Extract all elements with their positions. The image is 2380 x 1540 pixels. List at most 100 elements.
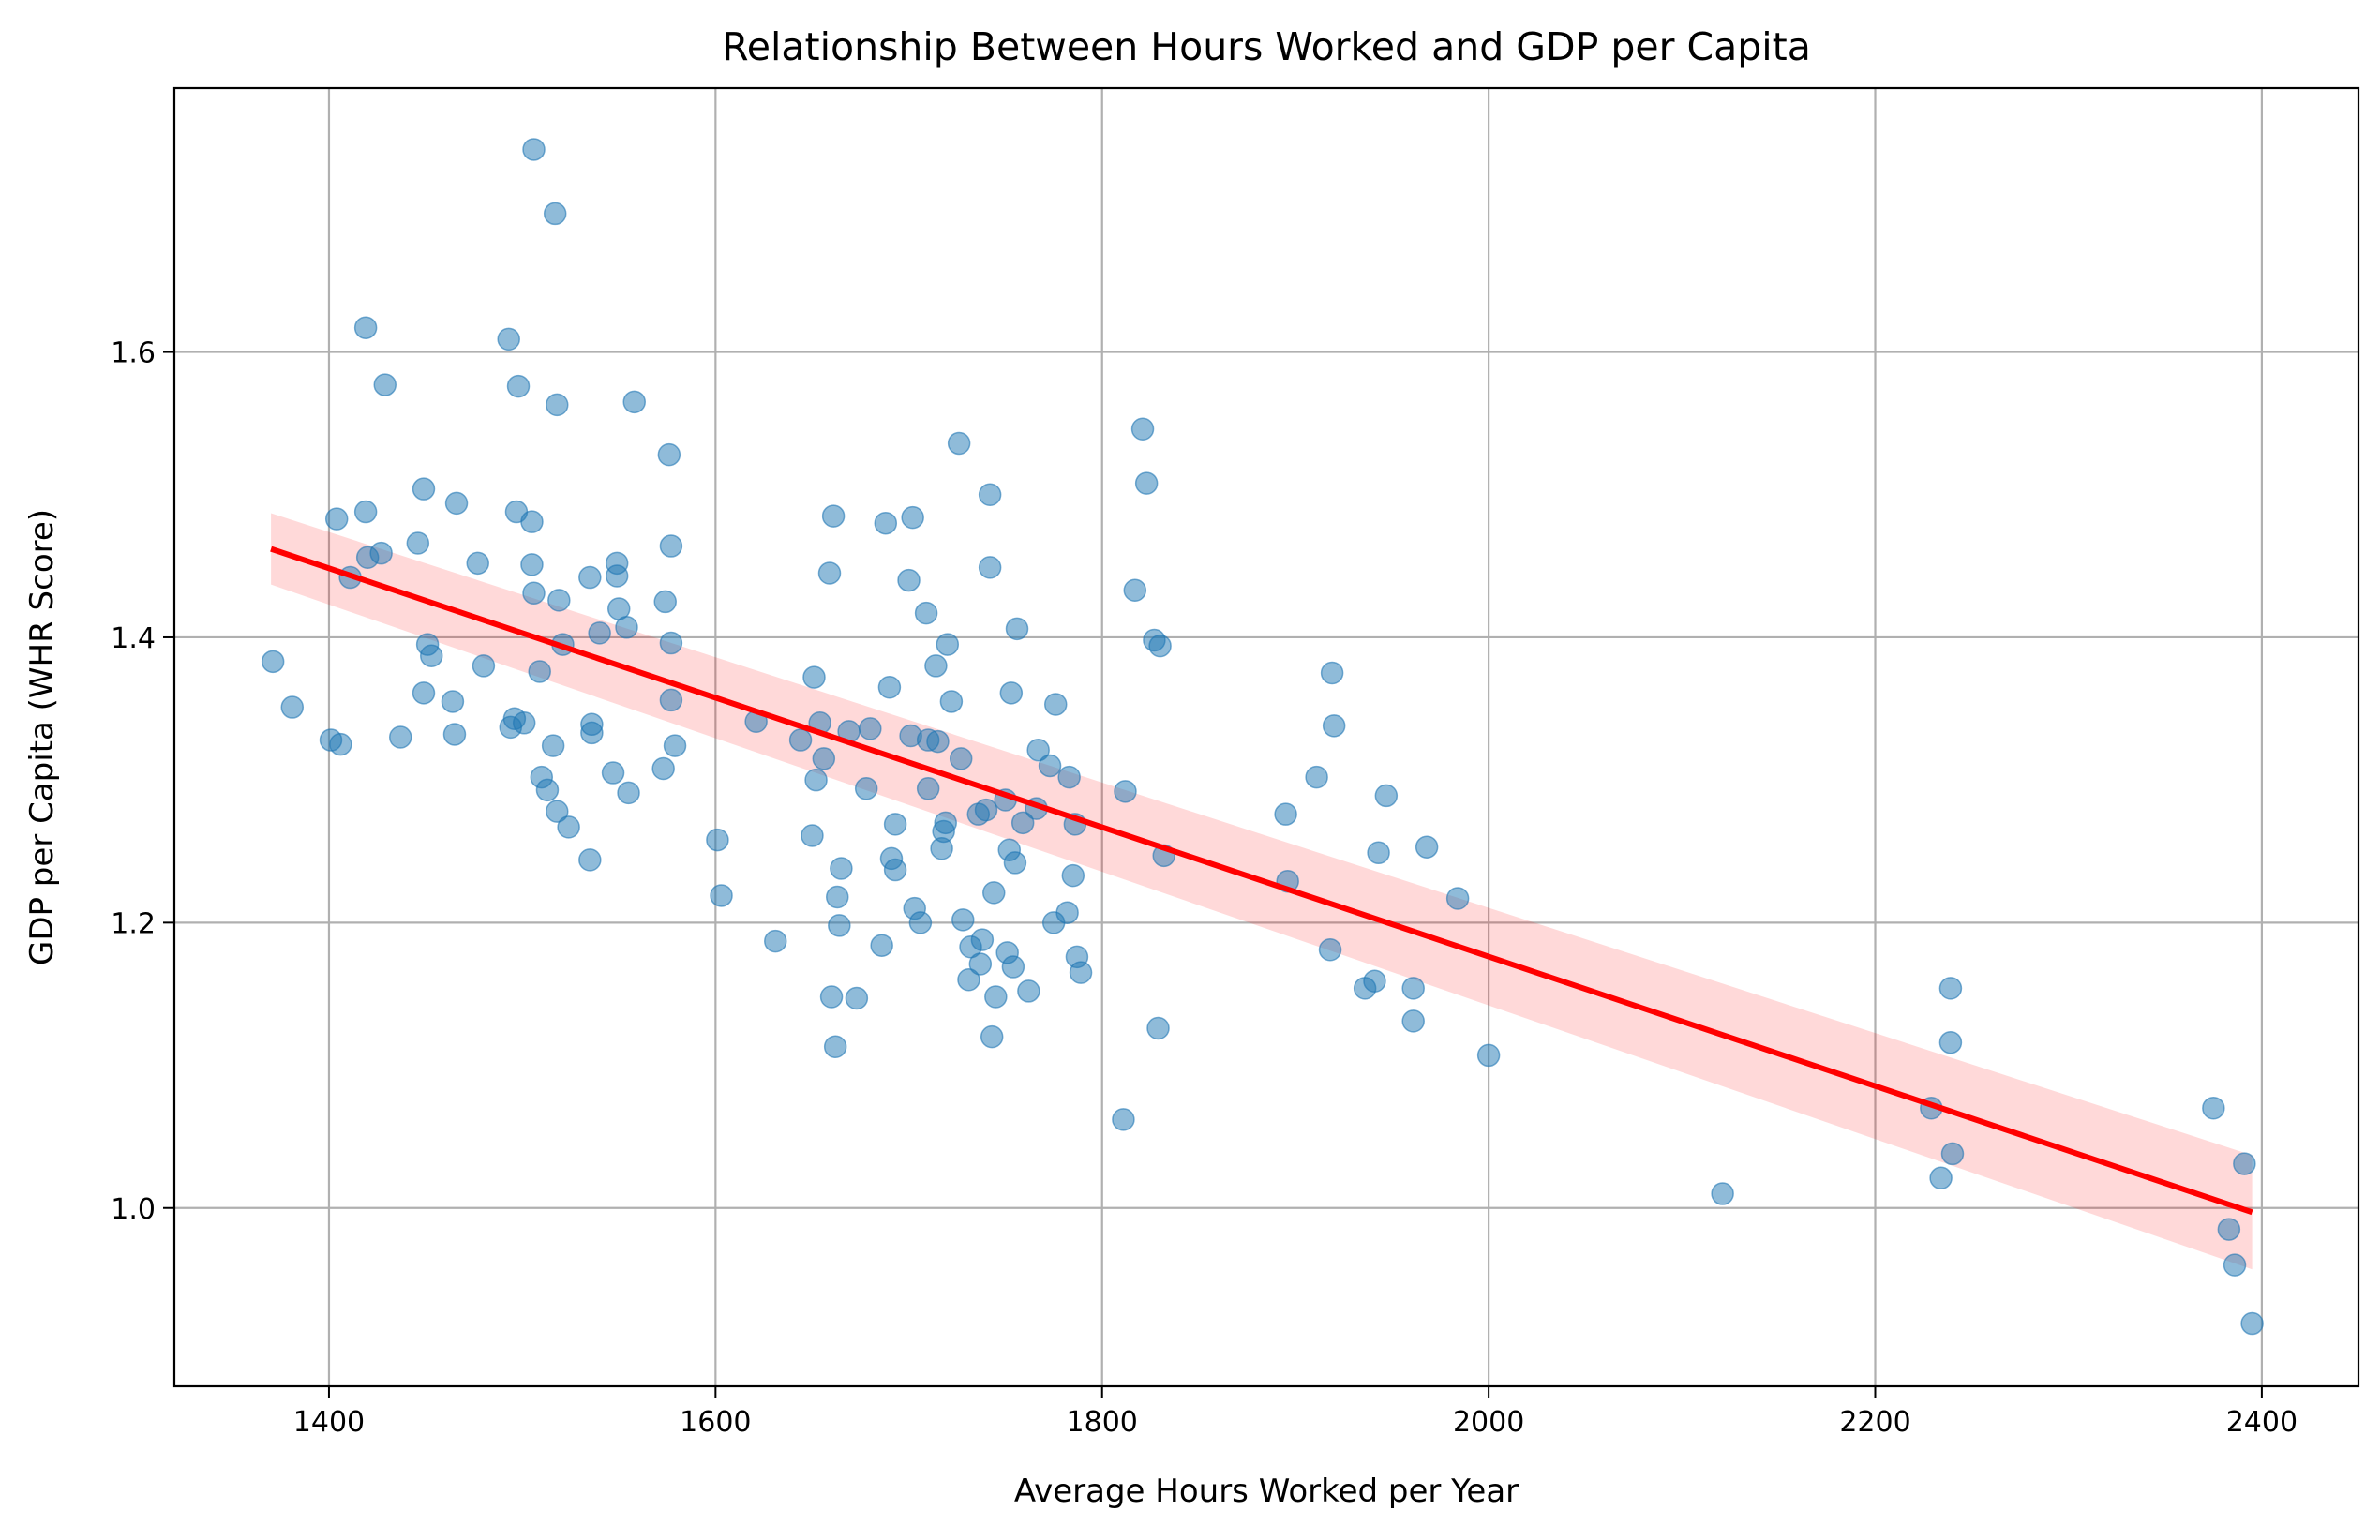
data-point (804, 768, 828, 792)
data-point (812, 747, 836, 770)
data-point (1305, 765, 1328, 789)
data-point (651, 756, 675, 781)
y-tick-label: 1.2 (111, 907, 156, 940)
data-point (901, 505, 924, 530)
data-point (1061, 863, 1085, 888)
data-point (605, 564, 629, 588)
data-point (764, 929, 787, 953)
data-point (412, 681, 436, 705)
data-point (828, 914, 851, 937)
data-point (1003, 851, 1027, 875)
data-point (541, 734, 565, 757)
data-point (914, 601, 938, 625)
data-point (926, 729, 950, 754)
data-point (854, 777, 878, 800)
data-point (706, 828, 729, 852)
data-point (825, 885, 849, 909)
data-point (1938, 977, 1963, 1000)
data-point (659, 631, 683, 655)
data-point (2240, 1311, 2264, 1336)
data-point (1320, 661, 1344, 685)
data-point (1026, 738, 1050, 762)
data-point (982, 881, 1006, 905)
data-point (951, 908, 975, 932)
data-point (883, 813, 907, 836)
data-point (877, 675, 902, 699)
data-point (823, 1035, 847, 1059)
data-point (936, 633, 960, 656)
data-point (957, 967, 980, 992)
data-point (947, 431, 971, 456)
regression-line (270, 546, 2253, 1216)
data-point (547, 589, 571, 612)
data-point (388, 725, 412, 749)
data-point (1415, 835, 1439, 859)
data-point (970, 928, 995, 951)
data-point (859, 717, 882, 740)
data-point (353, 316, 378, 339)
data-point (1322, 714, 1346, 738)
data-point (497, 327, 520, 351)
data-point (984, 985, 1008, 1009)
points-layer (261, 138, 2264, 1336)
data-point (546, 393, 569, 417)
plot-frame (172, 86, 2360, 1388)
data-point (353, 500, 378, 524)
data-point (1114, 780, 1137, 803)
data-point (2217, 1218, 2241, 1241)
data-point (1363, 969, 1386, 994)
data-point (543, 202, 567, 226)
x-tick-label: 1800 (1067, 1406, 1138, 1439)
y-tick-label: 1.0 (111, 1193, 156, 1226)
data-point (622, 390, 646, 414)
data-point (419, 644, 443, 667)
chart-title: Relationship Between Hours Worked and GD… (722, 24, 1811, 69)
data-point (615, 616, 638, 639)
data-point (1069, 961, 1093, 984)
data-point (978, 556, 1002, 579)
data-point (1043, 693, 1068, 716)
data-point (845, 986, 869, 1010)
data-point (788, 728, 813, 752)
data-point (601, 761, 625, 785)
data-point (1057, 765, 1081, 789)
data-point (528, 660, 551, 683)
data-point (580, 712, 604, 737)
ticks-layer: 1400 1600 1800 2000 2200 2400 1.0 1.2 1.4 1.6 (111, 337, 2298, 1439)
data-point (444, 491, 469, 516)
data-point (1711, 1182, 1734, 1205)
data-point (924, 654, 948, 678)
data-point (588, 621, 611, 645)
data-point (522, 581, 546, 606)
data-point (1274, 802, 1297, 826)
data-point (874, 511, 898, 535)
data-point (659, 688, 683, 712)
data-point (1112, 1108, 1135, 1131)
data-point (1476, 1043, 1501, 1068)
data-point (1374, 784, 1399, 808)
data-point (557, 815, 580, 839)
data-point (821, 504, 846, 528)
data-point (1123, 578, 1147, 602)
grid-layer (174, 88, 2358, 1386)
data-point (830, 857, 853, 880)
data-point (406, 531, 430, 555)
data-point (506, 374, 531, 398)
data-point (373, 373, 397, 396)
data-point (520, 510, 544, 533)
data-point (939, 690, 964, 713)
data-point (908, 911, 933, 934)
data-point (1055, 901, 1079, 924)
data-point (659, 534, 683, 558)
confidence-band (271, 513, 2253, 1270)
x-tick-label: 2200 (1839, 1406, 1910, 1439)
data-point (522, 138, 546, 161)
data-point (819, 985, 844, 1009)
data-point (578, 848, 602, 872)
data-point (980, 1024, 1004, 1049)
data-point (466, 551, 489, 576)
data-point (1148, 634, 1172, 658)
data-point (369, 541, 393, 565)
